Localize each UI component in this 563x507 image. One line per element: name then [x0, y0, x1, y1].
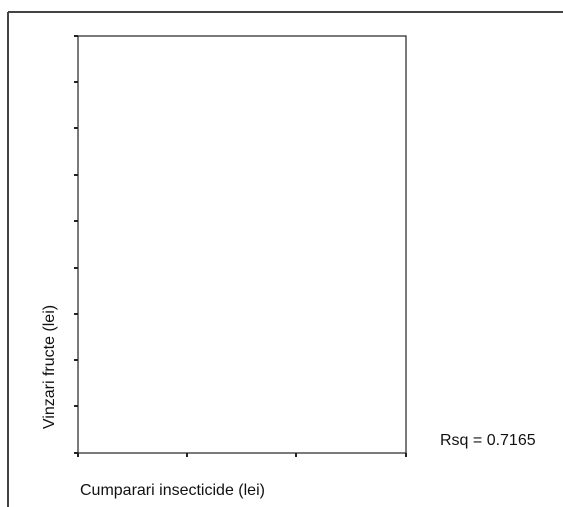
annotation: Rsq = 0.7165	[440, 432, 536, 449]
x-ticks	[77, 453, 407, 457]
plot-area	[77, 35, 407, 454]
x-axis-label: Cumparari insecticide (lei)	[80, 482, 265, 499]
y-ticks	[74, 35, 78, 454]
y-axis-label: Vinzari fructe (lei)	[41, 305, 58, 429]
